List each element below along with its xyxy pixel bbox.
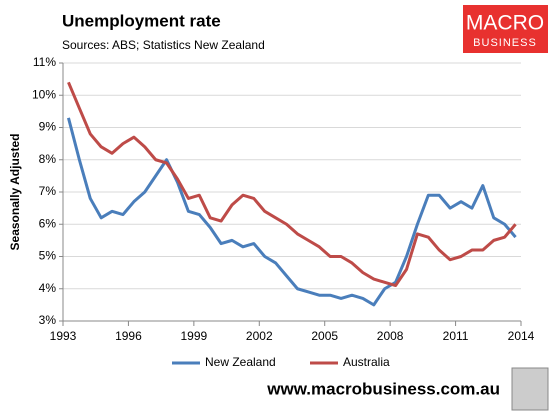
y-tick-label: 11%	[33, 55, 56, 69]
logo-text: BUSINESS	[473, 37, 537, 49]
x-tick-label: 1999	[181, 329, 208, 343]
y-tick-label: 9%	[39, 120, 57, 134]
y-tick-label: 8%	[39, 152, 57, 166]
chart-subtitle: Sources: ABS; Statistics New Zealand	[62, 38, 265, 52]
logo-text: MACRO	[466, 12, 544, 35]
logo-box	[463, 5, 548, 53]
y-tick-label: 4%	[39, 281, 57, 295]
x-tick-label: 2011	[443, 329, 469, 343]
x-tick-label: 1996	[115, 329, 142, 343]
y-axis-label: Seasonally Adjusted	[8, 134, 22, 251]
line-series	[67, 81, 517, 288]
y-tick-label: 7%	[39, 184, 57, 198]
y-tick-label: 10%	[32, 87, 56, 101]
footer: www.macrobusiness.com.au	[266, 379, 500, 398]
wolf-icon	[511, 367, 549, 411]
x-tick-label: 2002	[246, 329, 273, 343]
legend-label: Australia	[343, 355, 390, 369]
x-tick-label: 2008	[377, 329, 404, 343]
x-tick-label: 2014	[508, 329, 535, 343]
y-tick-label: 5%	[39, 249, 57, 263]
y-tick-label: 3%	[39, 313, 57, 327]
line-series	[67, 117, 517, 307]
x-tick-label: 2005	[311, 329, 338, 343]
legend-label: New Zealand	[205, 355, 276, 369]
y-tick-label: 6%	[39, 216, 57, 230]
chart-title: Unemployment rate	[62, 11, 221, 30]
x-tick-label: 1993	[50, 329, 77, 343]
